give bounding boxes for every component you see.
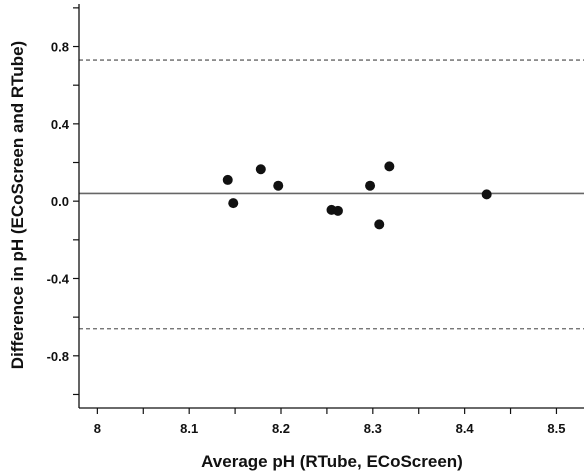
data-point (332, 205, 343, 216)
data-point (228, 198, 239, 209)
y-axis-title: Difference in pH (ECoScreen and RTube) (8, 41, 27, 369)
x-tick-label: 8.2 (272, 421, 290, 436)
data-point (365, 180, 376, 191)
x-tick-label: 8.5 (547, 421, 565, 436)
x-tick-label: 8.4 (456, 421, 475, 436)
axes: 8 8.1 8.2 8.3 8.4 8.5 0.8 0.4 0.0 -0.4 -0.8 (47, 4, 584, 436)
y-tick-label: 0.8 (51, 40, 69, 55)
data-points (222, 161, 492, 230)
y-tick-label: -0.8 (47, 349, 69, 364)
x-tick-label: 8 (94, 421, 101, 436)
y-tick-label: -0.4 (47, 271, 70, 286)
limit-lines (79, 59, 584, 330)
data-point (222, 174, 233, 185)
data-point (481, 189, 492, 200)
x-tick-label: 8.1 (180, 421, 198, 436)
x-tick-label: 8.3 (364, 421, 382, 436)
y-tick-label: 0.4 (51, 117, 70, 132)
y-tick-label: 0.0 (51, 194, 69, 209)
data-point (374, 219, 385, 230)
data-point (384, 161, 395, 172)
data-point (273, 180, 284, 191)
data-point (255, 164, 266, 175)
x-axis-title: Average pH (RTube, ECoScreen) (201, 452, 463, 471)
